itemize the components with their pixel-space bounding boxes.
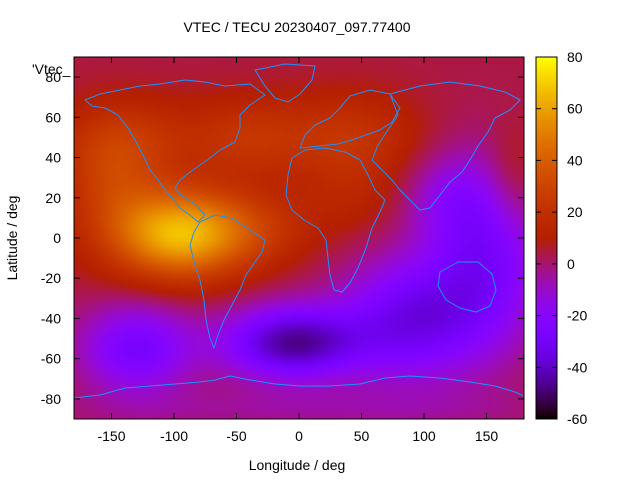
colorbar-tick-label: 40	[567, 152, 583, 168]
coastlines	[74, 63, 524, 399]
y-tick-label: 40	[45, 150, 61, 166]
y-tick-label: -60	[41, 351, 61, 367]
y-tick-label: 0	[53, 230, 61, 246]
colorbar-tick-label: 60	[567, 101, 583, 117]
colorbar-tick-label: 0	[567, 256, 575, 272]
colorbar-tick-label: -60	[567, 411, 587, 427]
y-tick-label: -80	[41, 391, 61, 407]
colorbar-tick-label: -40	[567, 359, 587, 375]
x-tick-label: 50	[354, 428, 370, 444]
overlay-label: 'Vtec_	[32, 61, 71, 77]
x-tick-label: 0	[295, 428, 303, 444]
coastline-africa	[285, 147, 386, 293]
chart-title: VTEC / TECU 20230407_097.77400	[183, 19, 410, 35]
x-tick-label: -50	[226, 428, 246, 444]
y-tick-label: 80	[45, 69, 61, 85]
y-tick-label: 60	[45, 109, 61, 125]
y-tick-label: 20	[45, 190, 61, 206]
coastline-south-america	[189, 214, 266, 349]
y-axis: -80 -60 -40 -20 0 20 40 60 80	[41, 69, 524, 407]
coastline-europe	[299, 89, 401, 149]
x-tick-label: -100	[160, 428, 188, 444]
colorbar-tick-label: 20	[567, 204, 583, 220]
x-tick-label: 150	[475, 428, 499, 444]
coastline-north-america	[84, 79, 266, 223]
colorbar-tick-label: -20	[567, 308, 587, 324]
colorbar: -60 -40 -20 0 20 40 60 80	[535, 49, 587, 427]
vtec-field-image	[74, 57, 524, 419]
x-axis-label: Longitude / deg	[249, 457, 346, 473]
y-tick-label: -20	[41, 270, 61, 286]
coastline-greenland	[254, 63, 316, 103]
coastline-antarctica	[74, 375, 524, 399]
y-tick-label: -40	[41, 310, 61, 326]
x-tick-label: -150	[97, 428, 125, 444]
colorbar-frame	[535, 56, 558, 420]
colorbar-ticks: -60 -40 -20 0 20 40 60 80	[536, 49, 587, 427]
x-tick-label: 100	[412, 428, 436, 444]
colorbar-gradient	[536, 57, 557, 419]
coastline-australia	[437, 261, 497, 313]
colorbar-tick-label: 80	[567, 49, 583, 65]
x-axis: -150 -100 -50 0 50 100 150	[97, 57, 498, 444]
coastline-asia	[371, 81, 521, 211]
heatmap-field	[74, 57, 524, 419]
y-axis-label: Latitude / deg	[4, 196, 20, 281]
